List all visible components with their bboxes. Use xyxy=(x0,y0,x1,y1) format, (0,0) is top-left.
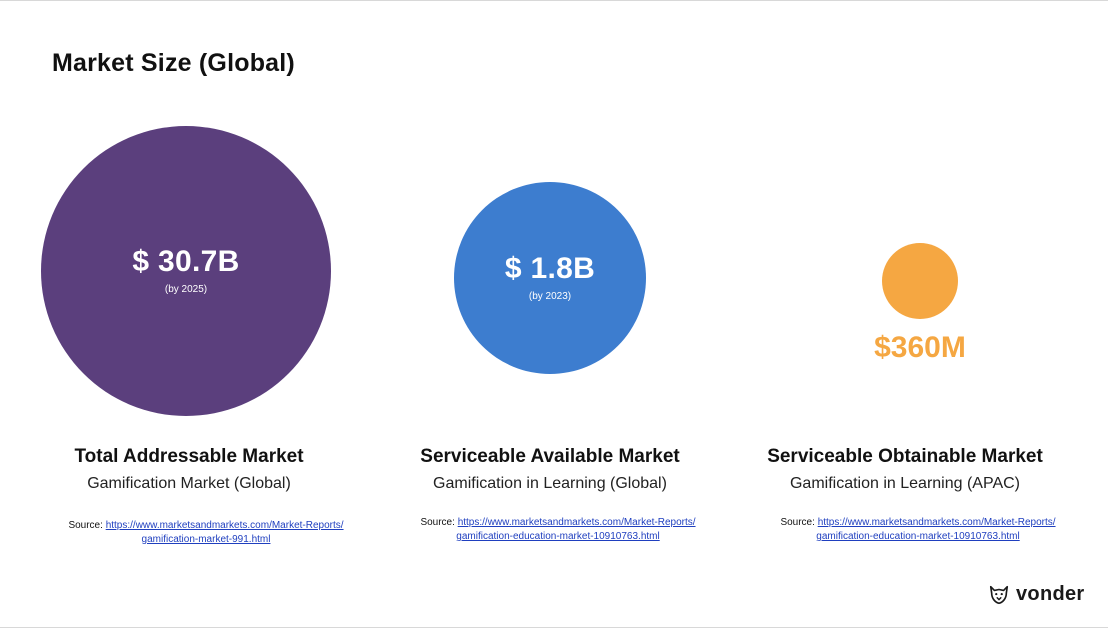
tam-heading: Total Addressable Market xyxy=(74,446,304,467)
tam-source-link-1[interactable]: https://www.marketsandmarkets.com/Market… xyxy=(105,520,344,531)
sam-source-link-1[interactable]: https://www.marketsandmarkets.com/Market… xyxy=(457,517,696,528)
tam-circle: $ 30.7B (by 2025) xyxy=(41,126,331,416)
tam-source: Source: https://www.marketsandmarkets.co… xyxy=(46,519,366,547)
som-source-label: Source: xyxy=(780,517,815,528)
sam-circle: $ 1.8B (by 2023) xyxy=(454,182,646,374)
vonder-mascot-icon xyxy=(989,585,1009,604)
som-source-link-1[interactable]: https://www.marketsandmarkets.com/Market… xyxy=(817,517,1056,528)
som-heading: Serviceable Obtainable Market xyxy=(767,446,1043,467)
tam-source-link-2[interactable]: gamification-market-991.html xyxy=(141,534,271,545)
sam-note: (by 2023) xyxy=(528,291,572,302)
som-description: Gamification in Learning (APAC) xyxy=(789,475,1021,492)
sam-value: $ 1.8B xyxy=(504,252,596,285)
sam-source: Source: https://www.marketsandmarkets.co… xyxy=(398,516,718,544)
tam-source-label: Source: xyxy=(68,520,103,531)
sam-description: Gamification in Learning (Global) xyxy=(433,475,667,492)
som-source-link-2[interactable]: gamification-education-market-10910763.h… xyxy=(816,531,1020,542)
sam-heading: Serviceable Available Market xyxy=(420,446,680,467)
page-title: Market Size (Global) xyxy=(52,49,295,77)
som-source: Source: https://www.marketsandmarkets.co… xyxy=(758,516,1078,544)
vonder-logo-text: vonder xyxy=(1016,583,1085,605)
sam-source-link-2[interactable]: gamification-education-market-10910763.h… xyxy=(456,531,660,542)
som-circle xyxy=(882,243,958,319)
tam-note: (by 2025) xyxy=(164,284,208,295)
vonder-logo: vonder xyxy=(988,583,1084,606)
som-value: $360M xyxy=(874,331,966,364)
tam-description: Gamification Market (Global) xyxy=(87,475,291,492)
sam-source-label: Source: xyxy=(420,517,455,528)
tam-value: $ 30.7B xyxy=(132,245,240,278)
